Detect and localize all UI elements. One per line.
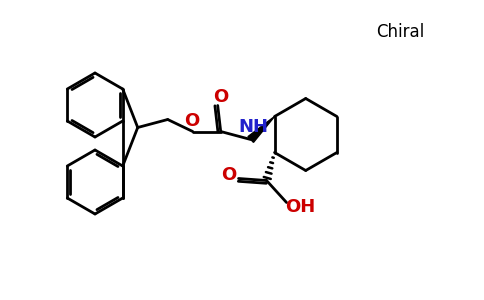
Polygon shape xyxy=(248,116,274,142)
Text: O: O xyxy=(221,166,236,184)
Text: OH: OH xyxy=(286,197,316,215)
Text: NH: NH xyxy=(239,118,269,136)
Text: Chiral: Chiral xyxy=(376,23,424,41)
Text: O: O xyxy=(184,112,199,130)
Text: O: O xyxy=(213,88,228,106)
